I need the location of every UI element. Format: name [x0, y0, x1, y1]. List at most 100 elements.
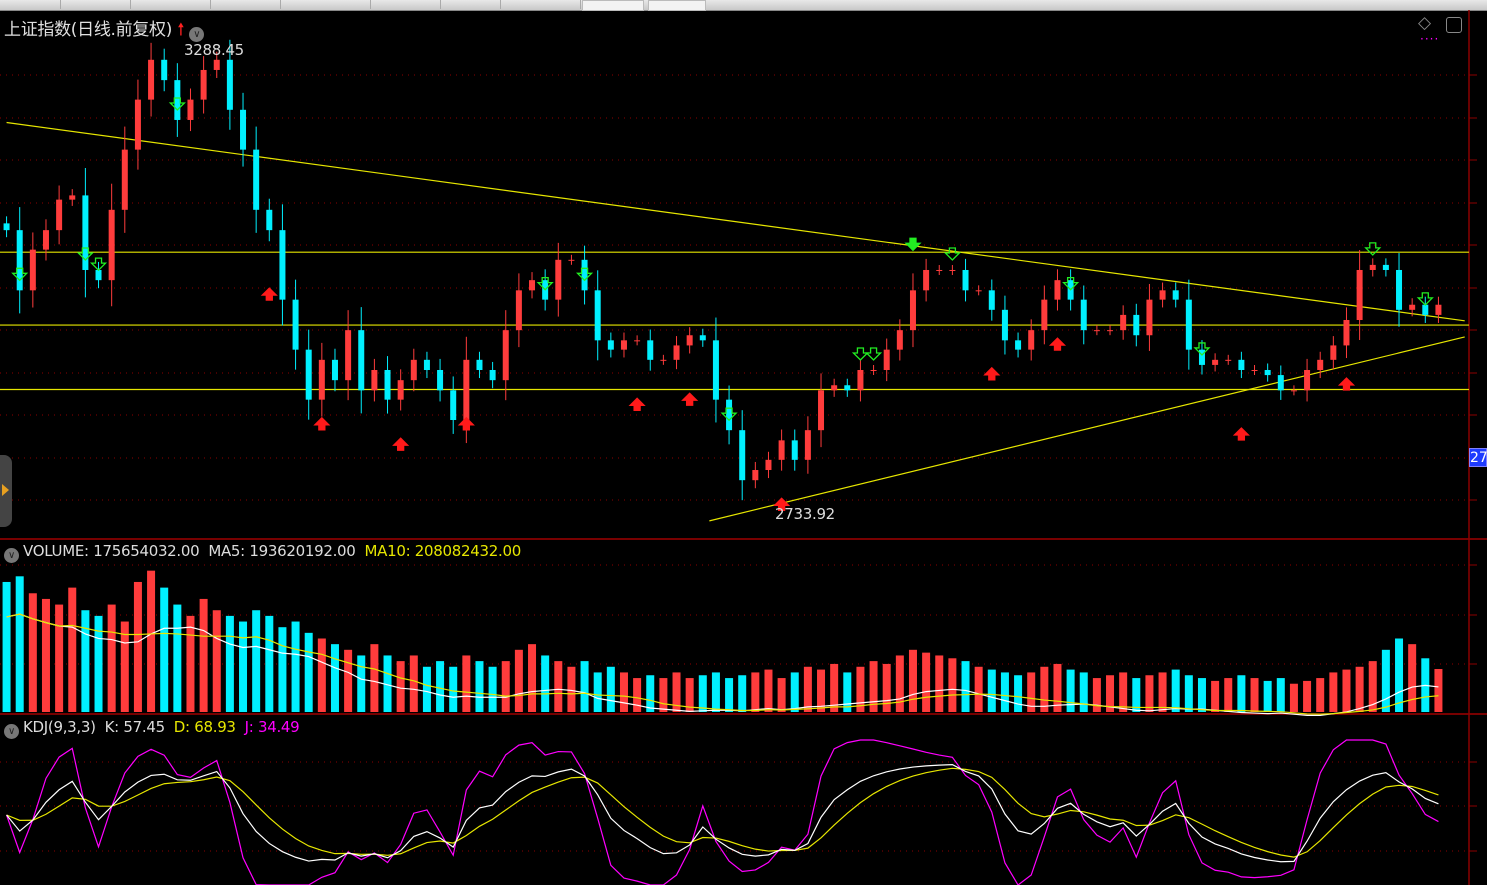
- candle-body: [647, 340, 654, 360]
- tab[interactable]: [440, 0, 501, 9]
- triangle-right-icon: [2, 484, 9, 496]
- candle-body: [69, 195, 76, 200]
- kdj-name: KDJ(9,3,3): [23, 718, 96, 736]
- candle-body: [1028, 330, 1035, 350]
- candle-body: [673, 345, 680, 360]
- buy-signal-arrow-icon: [313, 416, 331, 431]
- volume-bar: [252, 610, 261, 712]
- candle-body: [1225, 359, 1232, 361]
- volume-bar: [1395, 638, 1404, 712]
- chevron-down-icon[interactable]: ∨: [4, 724, 19, 739]
- volume-bar: [830, 663, 839, 712]
- candle-body: [174, 80, 181, 120]
- low-price-label: 2733.92: [775, 505, 835, 523]
- volume-bar: [528, 644, 537, 712]
- tab[interactable]: [370, 0, 441, 9]
- volume-bar: [475, 661, 484, 712]
- candle-body: [1238, 359, 1245, 370]
- dots-icon[interactable]: ····: [1420, 32, 1440, 46]
- tab[interactable]: [500, 0, 581, 9]
- volume-bar: [554, 661, 563, 712]
- volume-bar: [948, 658, 957, 712]
- candle-body: [42, 230, 49, 250]
- candle-body: [29, 249, 36, 291]
- volume-bar: [409, 655, 418, 712]
- candle-body: [660, 359, 667, 361]
- strong-sell-signal-arrow-icon: [904, 237, 922, 252]
- candle-body: [936, 269, 943, 271]
- volume-bar: [606, 666, 615, 712]
- volume-bar: [817, 669, 826, 712]
- volume-bar: [1040, 666, 1049, 712]
- candle-body: [1054, 280, 1061, 300]
- kdj-k: K: 57.45: [104, 718, 166, 736]
- volume-bar: [370, 644, 379, 712]
- candle-body: [1107, 330, 1114, 332]
- sell-signal-arrow-icon: [1416, 292, 1434, 306]
- candle-body: [1212, 359, 1219, 365]
- sidebar-expand-handle[interactable]: [0, 455, 12, 527]
- red-up-arrow-icon: 🠕: [177, 20, 185, 40]
- candle-body: [371, 369, 378, 391]
- volume-bar: [1303, 680, 1312, 712]
- volume-bar: [1342, 669, 1351, 712]
- sell-signal-arrow-icon: [575, 267, 594, 282]
- candle-body: [896, 330, 903, 350]
- volume-bar: [1066, 669, 1075, 712]
- volume-bar: [344, 649, 353, 712]
- kdj-j: J: 34.49: [244, 718, 300, 736]
- candle-body: [240, 109, 247, 150]
- candle-body: [463, 359, 470, 421]
- sell-signal-arrow-icon: [851, 347, 870, 361]
- candle-body: [804, 430, 811, 460]
- tab[interactable]: [0, 0, 61, 9]
- candle-body: [1330, 345, 1337, 360]
- volume-bar: [1355, 666, 1364, 712]
- volume-bar: [422, 666, 431, 712]
- candle-body: [450, 390, 457, 421]
- candle-body: [726, 399, 733, 431]
- tab[interactable]: [130, 0, 211, 9]
- volume-bar: [672, 672, 681, 712]
- buy-signal-arrow-icon: [260, 287, 278, 301]
- buy-signal-arrow-icon: [628, 397, 646, 411]
- volume-bar: [567, 666, 576, 712]
- sell-signal-arrow-icon: [76, 247, 94, 261]
- candle-body: [148, 59, 155, 100]
- tab[interactable]: [280, 0, 371, 9]
- candle-body: [568, 259, 575, 261]
- panel-toggle-icon[interactable]: [1446, 17, 1462, 33]
- tab[interactable]: [60, 0, 131, 9]
- volume-bar: [462, 655, 471, 712]
- volume-bar: [738, 675, 747, 712]
- candle-body: [712, 340, 719, 400]
- chevron-down-icon[interactable]: ∨: [4, 548, 19, 563]
- volume-bar: [1368, 661, 1377, 712]
- volume-bar: [147, 570, 156, 712]
- candle-body: [200, 69, 207, 100]
- candle-body: [384, 369, 391, 400]
- volume-bar: [1329, 672, 1338, 712]
- tab[interactable]: [210, 0, 281, 9]
- chevron-down-icon[interactable]: ∨: [189, 27, 205, 42]
- volume-bar: [593, 672, 602, 712]
- candle-body: [1290, 390, 1297, 392]
- tab-active[interactable]: [582, 0, 644, 11]
- diamond-icon[interactable]: ◇: [1418, 13, 1431, 33]
- volume-value: VOLUME: 175654032.00: [23, 542, 200, 560]
- volume-bar: [895, 655, 904, 712]
- tab-active[interactable]: [648, 0, 706, 11]
- volume-bar: [1289, 683, 1298, 712]
- sell-signal-arrow-icon: [943, 247, 961, 261]
- candle-body: [1041, 299, 1048, 331]
- volume-bar: [646, 675, 655, 712]
- sell-signal-arrow-icon: [168, 97, 186, 111]
- volume-ma5: MA5: 193620192.00: [208, 542, 356, 560]
- volume-bar: [1027, 672, 1036, 712]
- candle-body: [266, 209, 273, 231]
- candle-body: [857, 369, 864, 391]
- price-axis-badge: 27: [1469, 448, 1487, 467]
- candle-body: [1409, 304, 1416, 310]
- sell-signal-arrow-icon: [536, 277, 554, 291]
